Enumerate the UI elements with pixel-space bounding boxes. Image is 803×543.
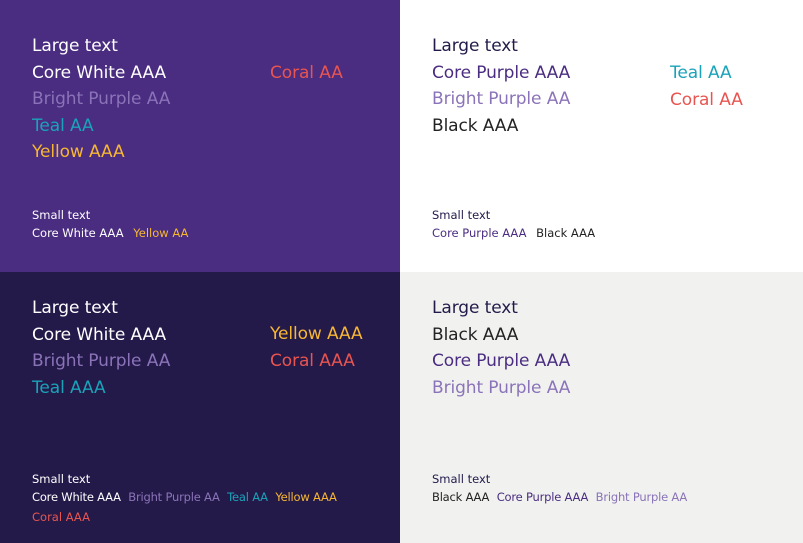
large-text-left-column: Large text Core Purple AAA Bright Purple… <box>432 33 570 139</box>
small-sample-black: Black AAA <box>432 490 490 504</box>
sample-black: Black AAA <box>432 324 519 345</box>
large-text-left-column: Large text Black AAA Core Purple AAA Bri… <box>432 295 570 401</box>
large-text-right-column: Yellow AAA Coral AAA <box>270 321 363 374</box>
small-sample-bright-purple: Bright Purple AA <box>595 490 688 504</box>
large-text-left-column: Large text Core White AAA Bright Purple … <box>32 33 170 166</box>
small-sample-core-purple: Core Purple AAA <box>432 226 527 240</box>
large-text-right-column: Coral AA <box>270 60 343 87</box>
small-sample-core-purple: Core Purple AAA <box>496 490 589 504</box>
large-text-right-column: Teal AA Coral AA <box>670 60 743 113</box>
sample-coral: Coral AAA <box>270 350 355 371</box>
sample-teal: Teal AAA <box>32 377 106 398</box>
small-text-heading: Small text <box>432 208 491 222</box>
sample-coral: Coral AA <box>670 89 743 110</box>
sample-core-white: Core White AAA <box>32 324 167 345</box>
small-text-block: Small text Core Purple AAA Black AAA <box>432 206 595 242</box>
panel-white: Large text Core Purple AAA Bright Purple… <box>400 0 803 272</box>
small-sample-black: Black AAA <box>536 226 596 240</box>
small-text-block: Small text Core White AAA Yellow AA <box>32 206 188 242</box>
large-text-heading: Large text <box>432 298 518 318</box>
small-sample-bright-purple: Bright Purple AA <box>128 490 220 504</box>
panel-light-grey: Large text Black AAA Core Purple AAA Bri… <box>400 272 803 543</box>
small-sample-coral: Coral AAA <box>32 510 90 524</box>
panel-core-purple: Large text Core White AAA Bright Purple … <box>0 0 400 272</box>
sample-teal: Teal AA <box>32 115 94 136</box>
sample-bright-purple: Bright Purple AA <box>432 377 571 398</box>
large-text-left-column: Large text Core White AAA Bright Purple … <box>32 295 170 401</box>
small-text-block: Small text Black AAA Core Purple AAA Bri… <box>432 470 687 506</box>
sample-bright-purple: Bright Purple AA <box>32 89 171 109</box>
small-sample-core-white: Core White AAA <box>32 490 121 504</box>
large-text-heading: Large text <box>32 36 118 56</box>
small-sample-teal: Teal AA <box>227 490 268 504</box>
sample-core-white: Core White AAA <box>32 62 167 83</box>
sample-yellow: Yellow AAA <box>32 142 125 162</box>
sample-black: Black AAA <box>432 115 519 136</box>
large-text-heading: Large text <box>32 298 118 318</box>
sample-bright-purple: Bright Purple AA <box>32 351 171 371</box>
small-sample-core-white: Core White AAA <box>32 226 124 240</box>
sample-bright-purple: Bright Purple AA <box>432 89 571 109</box>
small-text-heading: Small text <box>32 472 91 486</box>
sample-core-purple: Core Purple AAA <box>432 351 571 371</box>
small-text-block: Small text Core White AAA Bright Purple … <box>32 470 337 526</box>
small-text-heading: Small text <box>432 472 491 486</box>
sample-coral: Coral AA <box>270 63 343 83</box>
sample-yellow: Yellow AAA <box>270 324 363 344</box>
panel-dark-navy: Large text Core White AAA Bright Purple … <box>0 272 400 543</box>
small-text-heading: Small text <box>32 208 91 222</box>
large-text-heading: Large text <box>432 36 518 56</box>
small-sample-yellow: Yellow AA <box>133 226 189 240</box>
sample-core-purple: Core Purple AAA <box>432 62 571 83</box>
small-sample-yellow: Yellow AAA <box>275 490 337 504</box>
sample-teal: Teal AA <box>670 63 732 83</box>
